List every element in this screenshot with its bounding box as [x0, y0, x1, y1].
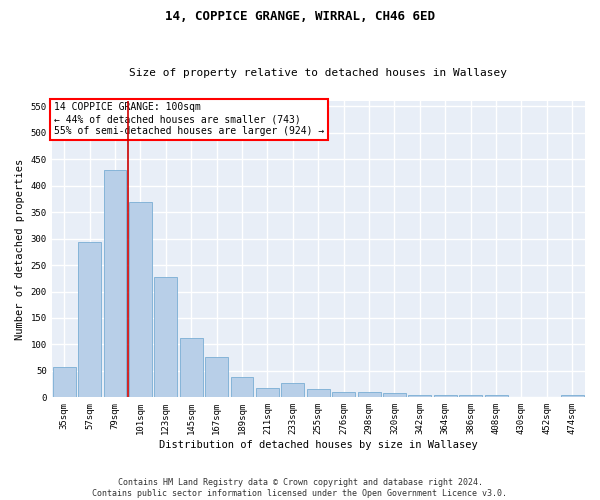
Bar — [78, 242, 101, 398]
Bar — [230, 377, 253, 398]
Bar — [535, 397, 559, 398]
Y-axis label: Number of detached properties: Number of detached properties — [15, 158, 25, 340]
Bar — [358, 392, 380, 398]
Text: Contains HM Land Registry data © Crown copyright and database right 2024.
Contai: Contains HM Land Registry data © Crown c… — [92, 478, 508, 498]
Bar — [180, 338, 203, 398]
Title: Size of property relative to detached houses in Wallasey: Size of property relative to detached ho… — [129, 68, 507, 78]
Bar — [307, 390, 330, 398]
Bar — [281, 383, 304, 398]
Bar — [205, 356, 228, 398]
Bar — [434, 394, 457, 398]
Bar — [129, 202, 152, 398]
Bar — [332, 392, 355, 398]
Text: 14 COPPICE GRANGE: 100sqm
← 44% of detached houses are smaller (743)
55% of semi: 14 COPPICE GRANGE: 100sqm ← 44% of detac… — [54, 102, 325, 136]
Bar — [53, 367, 76, 398]
Bar — [383, 393, 406, 398]
X-axis label: Distribution of detached houses by size in Wallasey: Distribution of detached houses by size … — [159, 440, 478, 450]
Bar — [510, 397, 533, 398]
Bar — [154, 277, 177, 398]
Bar — [561, 394, 584, 398]
Text: 14, COPPICE GRANGE, WIRRAL, CH46 6ED: 14, COPPICE GRANGE, WIRRAL, CH46 6ED — [165, 10, 435, 23]
Bar — [104, 170, 127, 398]
Bar — [409, 394, 431, 398]
Bar — [459, 394, 482, 398]
Bar — [485, 394, 508, 398]
Bar — [256, 388, 279, 398]
